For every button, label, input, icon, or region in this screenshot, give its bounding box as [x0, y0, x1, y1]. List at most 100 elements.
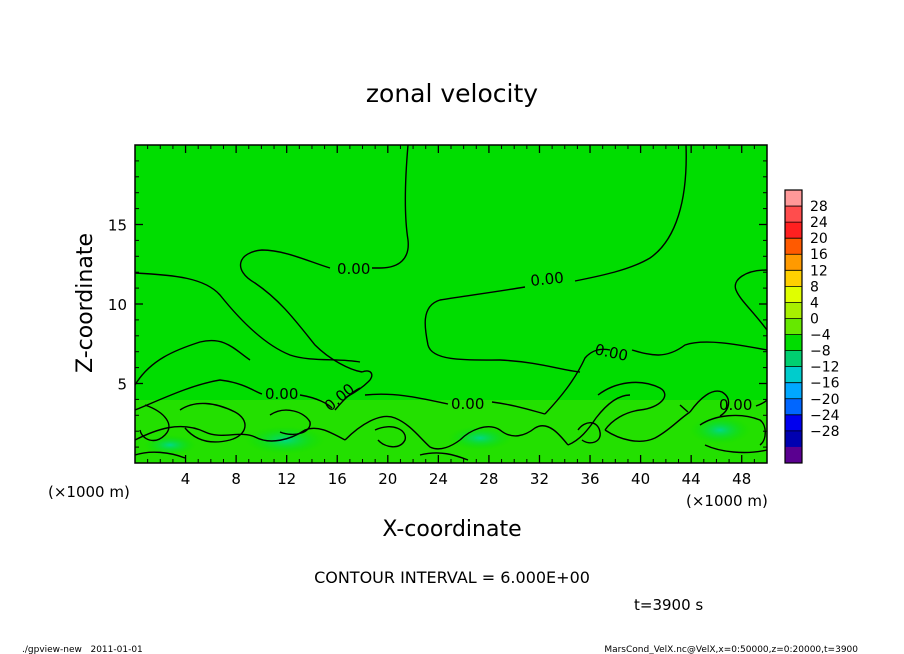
contour-line [597, 381, 666, 431]
colorbar-label: 0 [810, 311, 819, 327]
colorbar-label: −28 [810, 424, 840, 440]
contour-line [574, 145, 687, 282]
contour-line [239, 249, 363, 373]
contour-label: 0.00 [451, 395, 484, 413]
contour-line [135, 272, 361, 363]
x-tick-label: 12 [277, 470, 296, 488]
contour-line [344, 370, 373, 399]
x-tick-label: 36 [580, 470, 599, 488]
contour-line [344, 415, 461, 450]
colorbar-swatch [785, 190, 802, 207]
colorbar-label: 20 [810, 231, 828, 247]
contour-line [179, 402, 246, 443]
colorbar-swatch [785, 430, 802, 448]
colorbar-swatch [785, 334, 802, 351]
x-tick-label: 28 [479, 470, 498, 488]
colorbar-label: −8 [810, 344, 831, 360]
contour-label: 0.00 [719, 396, 752, 414]
colorbar-label: −20 [810, 392, 840, 408]
colorbar-swatch [785, 206, 802, 223]
x-tick-label: 8 [231, 470, 241, 488]
x-axis: 4 8 12 16 20 24 28 32 36 40 44 48 [147, 145, 755, 488]
x-tick-label: 32 [530, 470, 549, 488]
contour-line [299, 394, 333, 409]
colorbar-label: −24 [810, 408, 840, 424]
colorbar-swatch [785, 286, 802, 303]
y-axis-title: Z-coordinate [73, 233, 98, 373]
colorbar-swatch [785, 414, 802, 432]
colorbar-swatch [785, 238, 802, 255]
contour-line [269, 409, 311, 436]
contour-line [419, 452, 469, 461]
colorbar-swatch [785, 398, 802, 416]
cyan-spot [690, 416, 750, 444]
contour-line [364, 393, 449, 405]
contour-line [135, 379, 263, 411]
x-tick-label: 20 [378, 470, 397, 488]
colorbar-label: 24 [810, 215, 828, 231]
x-tick-label: 4 [181, 470, 191, 488]
plot-area [135, 145, 767, 463]
contour-line [631, 341, 767, 356]
colorbar-label: 12 [810, 263, 828, 279]
contour-line [135, 425, 346, 442]
contour-line [689, 390, 730, 417]
colorbar-swatch [785, 446, 802, 464]
colorbar-swatch [785, 366, 802, 384]
y-tick-label: 10 [108, 296, 127, 314]
x-tick-label: 44 [682, 470, 701, 488]
contour-line [544, 348, 611, 415]
contour-line [374, 426, 406, 448]
time-label: t=3900 s [634, 596, 703, 614]
colorbar-swatch [785, 302, 802, 319]
colorbar-swatch [785, 382, 802, 400]
contour-line [604, 411, 691, 442]
x-tick-label: 16 [328, 470, 347, 488]
colorbar-swatch [785, 318, 802, 335]
contour-line [135, 451, 186, 459]
x-unit-label-right: (×1000 m) [686, 492, 768, 510]
contour-line [372, 145, 409, 269]
colorbar-label: 4 [810, 295, 819, 311]
contour-label: 0.00 [337, 260, 370, 278]
cyan-spot [245, 426, 325, 454]
contour-interval-text: CONTOUR INTERVAL = 6.000E+00 [314, 568, 590, 587]
contour-line [699, 414, 766, 446]
colorbar-label: 16 [810, 247, 828, 263]
contour-line [135, 339, 251, 386]
colorbar-label: 8 [810, 279, 819, 295]
contour-line [567, 394, 631, 446]
contour-line [704, 444, 767, 454]
footer-right: MarsCond_VelX.nc@VelX,x=0:50000,z=0:2000… [604, 645, 858, 654]
y-tick-label: 15 [108, 217, 127, 235]
x-tick-label: 24 [429, 470, 448, 488]
colorbar-label: −16 [810, 376, 840, 392]
y-axis: 5 10 15 [108, 160, 767, 448]
contour-line [577, 422, 601, 444]
colorbar-swatch [785, 222, 802, 239]
footer-left: ./gpview-new 2011-01-01 [22, 645, 143, 654]
contour-line [491, 401, 546, 415]
x-tick-label: 48 [732, 470, 751, 488]
colorbar-label: 28 [810, 199, 828, 215]
contour-lines [135, 145, 767, 461]
contour-line [459, 425, 569, 446]
colorbar-swatch [785, 350, 802, 367]
chart-title: zonal velocity [366, 79, 538, 108]
contour-line [424, 286, 581, 373]
colorbar-label: −4 [810, 328, 831, 344]
x-tick-label: 40 [631, 470, 650, 488]
colorbar-swatch [785, 270, 802, 287]
surface-band [135, 400, 767, 463]
cyan-spot [448, 426, 512, 450]
contour-line [139, 404, 170, 442]
contour-label: 0.00 [265, 385, 298, 403]
x-axis-title: X-coordinate [382, 517, 521, 542]
colorbar-frame [784, 189, 803, 464]
contour-line [679, 404, 689, 413]
x-unit-label-left: (×1000 m) [48, 483, 130, 501]
contour-label: 0.00 [530, 269, 565, 290]
colorbar-swatch [785, 254, 802, 271]
